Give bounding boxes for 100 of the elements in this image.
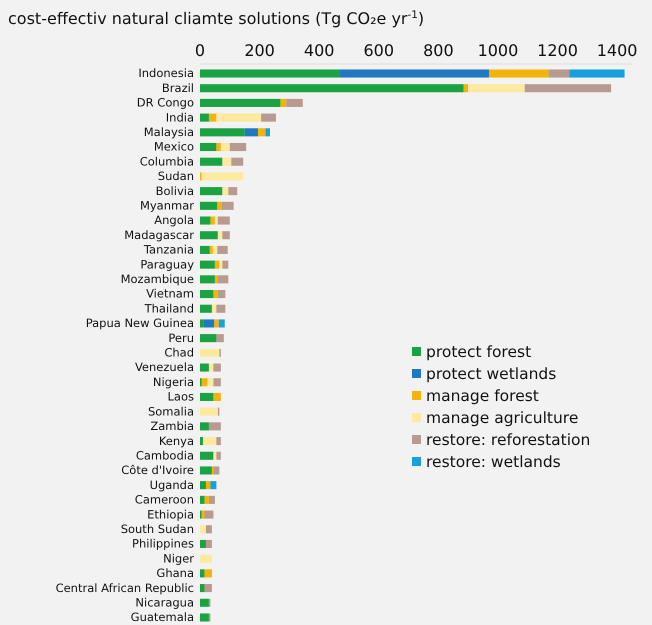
y-tick-label: Somalia <box>148 404 194 418</box>
bar <box>218 216 230 225</box>
bar <box>218 231 222 240</box>
y-tick-label: India <box>166 110 194 124</box>
y-tick-label: Mexico <box>154 140 194 154</box>
bar <box>200 496 204 504</box>
y-tick-label: Chad <box>164 346 194 360</box>
bar <box>200 613 209 622</box>
bar <box>218 290 226 298</box>
bar <box>340 69 489 78</box>
bar <box>217 246 228 254</box>
bar <box>569 69 625 78</box>
bar <box>200 128 245 136</box>
x-tick-label: 1400 <box>596 41 638 60</box>
bar <box>200 408 218 416</box>
x-tick-label: 0 <box>194 41 206 60</box>
x-tick-label: 600 <box>363 41 394 60</box>
x-tick-label: 1000 <box>478 41 518 60</box>
y-tick-label: Columbia <box>140 154 194 168</box>
y-tick-label: Papua New Guinea <box>86 316 194 330</box>
y-tick-label: Madagascar <box>124 228 194 242</box>
bar <box>201 510 204 519</box>
y-tick-label: Mozambique <box>120 272 194 286</box>
bar <box>216 437 221 446</box>
bar <box>200 290 214 298</box>
x-tick-label: 800 <box>423 41 454 60</box>
y-tick-label: Cameroon <box>134 492 194 507</box>
bar <box>208 496 215 504</box>
bar <box>216 142 221 152</box>
bar <box>219 260 222 269</box>
bar <box>548 69 570 78</box>
bar <box>204 496 209 504</box>
y-tick-label: Angola <box>154 213 194 228</box>
bar <box>204 584 212 592</box>
bar <box>222 260 228 269</box>
bar <box>200 364 209 372</box>
bar <box>216 334 224 342</box>
bar <box>200 540 206 548</box>
bar <box>210 481 216 490</box>
bar <box>208 364 214 372</box>
bar <box>200 584 204 592</box>
bar <box>280 98 286 107</box>
legend-label: manage agriculture <box>426 409 578 427</box>
bar <box>208 114 216 122</box>
bar <box>213 378 221 386</box>
bar <box>200 187 222 196</box>
bar <box>200 554 212 563</box>
bar <box>214 216 218 225</box>
chart-title: cost-effectiv natural cliamte solutions (Tg CO₂e yr$^{-1}$) <box>8 9 424 28</box>
bar <box>213 290 218 298</box>
y-tick-label: Niger <box>163 551 194 566</box>
bar <box>200 98 280 107</box>
y-tick-label: Paraguay <box>140 257 194 272</box>
bar <box>200 142 216 152</box>
bar <box>222 231 230 240</box>
bar <box>201 172 244 180</box>
y-tick-label: Philippines <box>132 536 194 551</box>
bar <box>200 246 210 254</box>
bar <box>206 481 210 490</box>
bar <box>261 114 276 122</box>
bar <box>258 128 266 136</box>
bar <box>464 84 468 92</box>
y-tick-label: Ethiopia <box>147 507 194 522</box>
y-tick-label: Sudan <box>158 169 194 184</box>
y-tick-label: Peru <box>168 330 194 345</box>
bar <box>214 275 218 284</box>
bar <box>200 304 212 313</box>
legend-label: protect forest <box>426 343 532 361</box>
y-tick-label: Thailand <box>144 301 194 316</box>
y-tick-label: Venezuela <box>134 360 194 374</box>
bar <box>206 525 212 534</box>
y-tick-label: Brazil <box>162 80 194 95</box>
bar <box>244 128 258 136</box>
y-tick-label: Kenya <box>158 434 194 448</box>
bar <box>212 246 218 254</box>
legend-label: restore: reforestation <box>426 431 590 449</box>
bar <box>228 187 238 196</box>
y-tick-label: Ghana <box>156 566 194 580</box>
bar <box>286 98 303 107</box>
x-tick-label: 200 <box>244 41 275 60</box>
y-tick-label: South Sudan <box>120 522 194 536</box>
bar <box>468 84 525 92</box>
x-tick-label: 400 <box>304 41 334 60</box>
legend-label: protect wetlands <box>426 365 556 383</box>
bar <box>200 481 206 490</box>
bar <box>200 69 340 78</box>
bar <box>214 319 219 328</box>
bar <box>213 466 220 475</box>
y-tick-label: Tanzania <box>142 242 194 257</box>
bar <box>204 510 214 519</box>
bar <box>201 378 208 386</box>
bar <box>213 452 216 460</box>
bar <box>218 275 228 284</box>
y-tick-label: DR Congo <box>136 96 194 110</box>
bar <box>214 260 220 269</box>
bar <box>200 437 203 446</box>
bar <box>200 275 215 284</box>
y-tick-label: Malaysia <box>144 125 194 139</box>
bar <box>266 128 270 136</box>
bar <box>207 378 214 386</box>
